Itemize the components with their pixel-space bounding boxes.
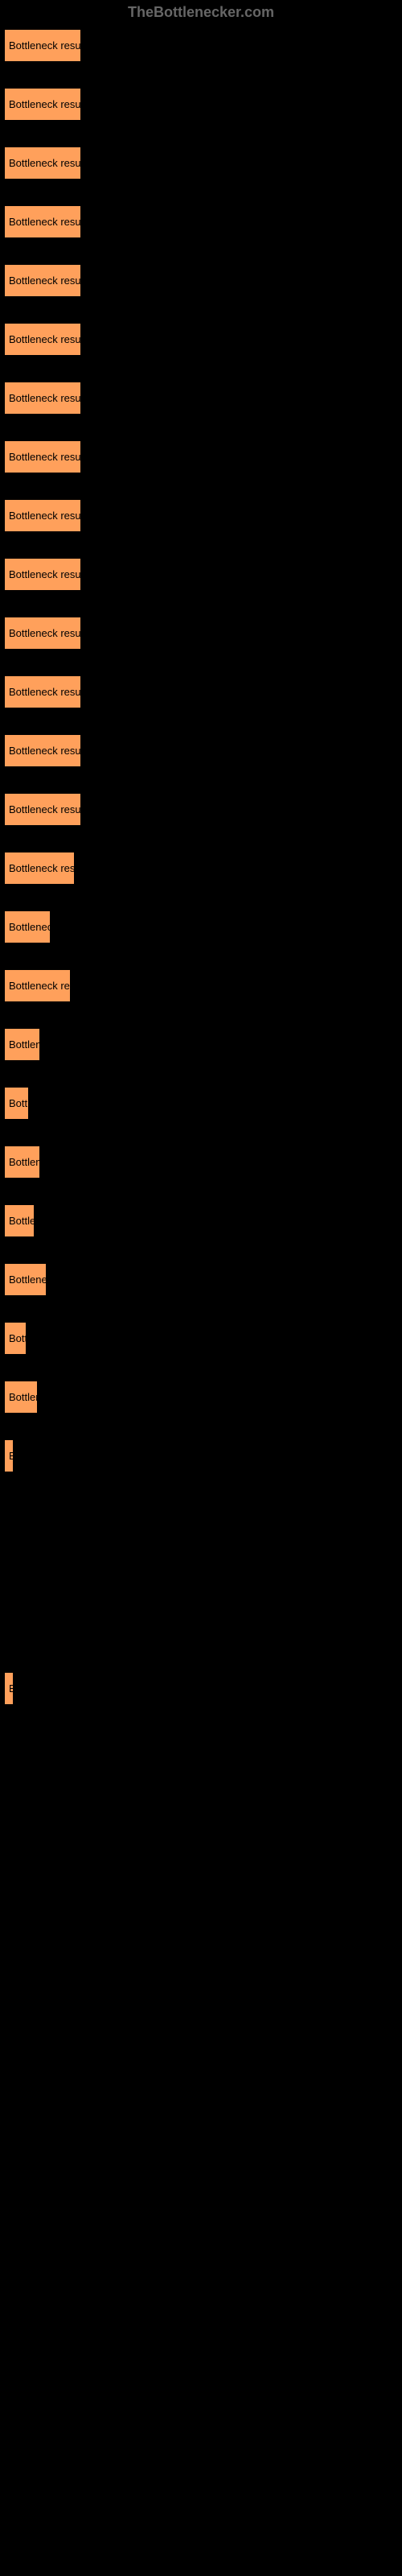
bottleneck-result-button[interactable]: Bottleneck result	[4, 29, 81, 62]
empty-spacer	[4, 1556, 398, 1614]
bottleneck-result-button[interactable]: Bottleneck	[4, 910, 51, 943]
bottleneck-result-button[interactable]: Bottleneck result	[4, 558, 81, 591]
empty-spacer	[4, 1498, 398, 1556]
bottleneck-result-button[interactable]: Bottleneck	[4, 1381, 38, 1414]
bottleneck-result-button[interactable]: Bottleneck	[4, 1087, 29, 1120]
bottleneck-result-button[interactable]: Bottleneck result	[4, 88, 81, 121]
bottleneck-result-button[interactable]: Bottleneck	[4, 1322, 27, 1355]
bottleneck-result-button[interactable]: Bottleneck result	[4, 205, 81, 238]
bottleneck-result-button[interactable]: Bottleneck result	[4, 793, 81, 826]
bottleneck-result-button[interactable]: Bottleneck	[4, 1146, 40, 1179]
bottleneck-result-button[interactable]: Bottleneck result	[4, 323, 81, 356]
bottleneck-result-button[interactable]: B	[4, 1672, 14, 1705]
bottleneck-result-button[interactable]: Bottleneck result	[4, 969, 71, 1002]
button-list: Bottleneck result Bottleneck result Bottle…	[0, 25, 402, 1735]
bottleneck-result-button[interactable]: Bottleneck	[4, 1263, 47, 1296]
site-title: TheBottlenecker.com	[128, 4, 274, 20]
bottleneck-result-button[interactable]: Bottleneck	[4, 1439, 14, 1472]
empty-spacer	[4, 1614, 398, 1672]
bottleneck-result-button[interactable]: Bottleneck result	[4, 734, 81, 767]
bottleneck-result-button[interactable]: Bottleneck result	[4, 675, 81, 708]
bottleneck-result-button[interactable]: Bottleneck result	[4, 499, 81, 532]
bottleneck-result-button[interactable]: Bottleneck result	[4, 382, 81, 415]
bottleneck-result-button[interactable]: Bottleneck result	[4, 264, 81, 297]
bottleneck-result-button[interactable]: Bottleneck	[4, 1204, 35, 1237]
bottleneck-result-button[interactable]: Bottleneck result	[4, 852, 75, 885]
bottleneck-result-button[interactable]: Bottleneck result	[4, 147, 81, 180]
bottleneck-result-button[interactable]: Bottleneck	[4, 1028, 40, 1061]
bottleneck-result-button[interactable]: Bottleneck result	[4, 440, 81, 473]
bottleneck-result-button[interactable]: Bottleneck result	[4, 617, 81, 650]
site-header: TheBottlenecker.com	[0, 0, 402, 25]
